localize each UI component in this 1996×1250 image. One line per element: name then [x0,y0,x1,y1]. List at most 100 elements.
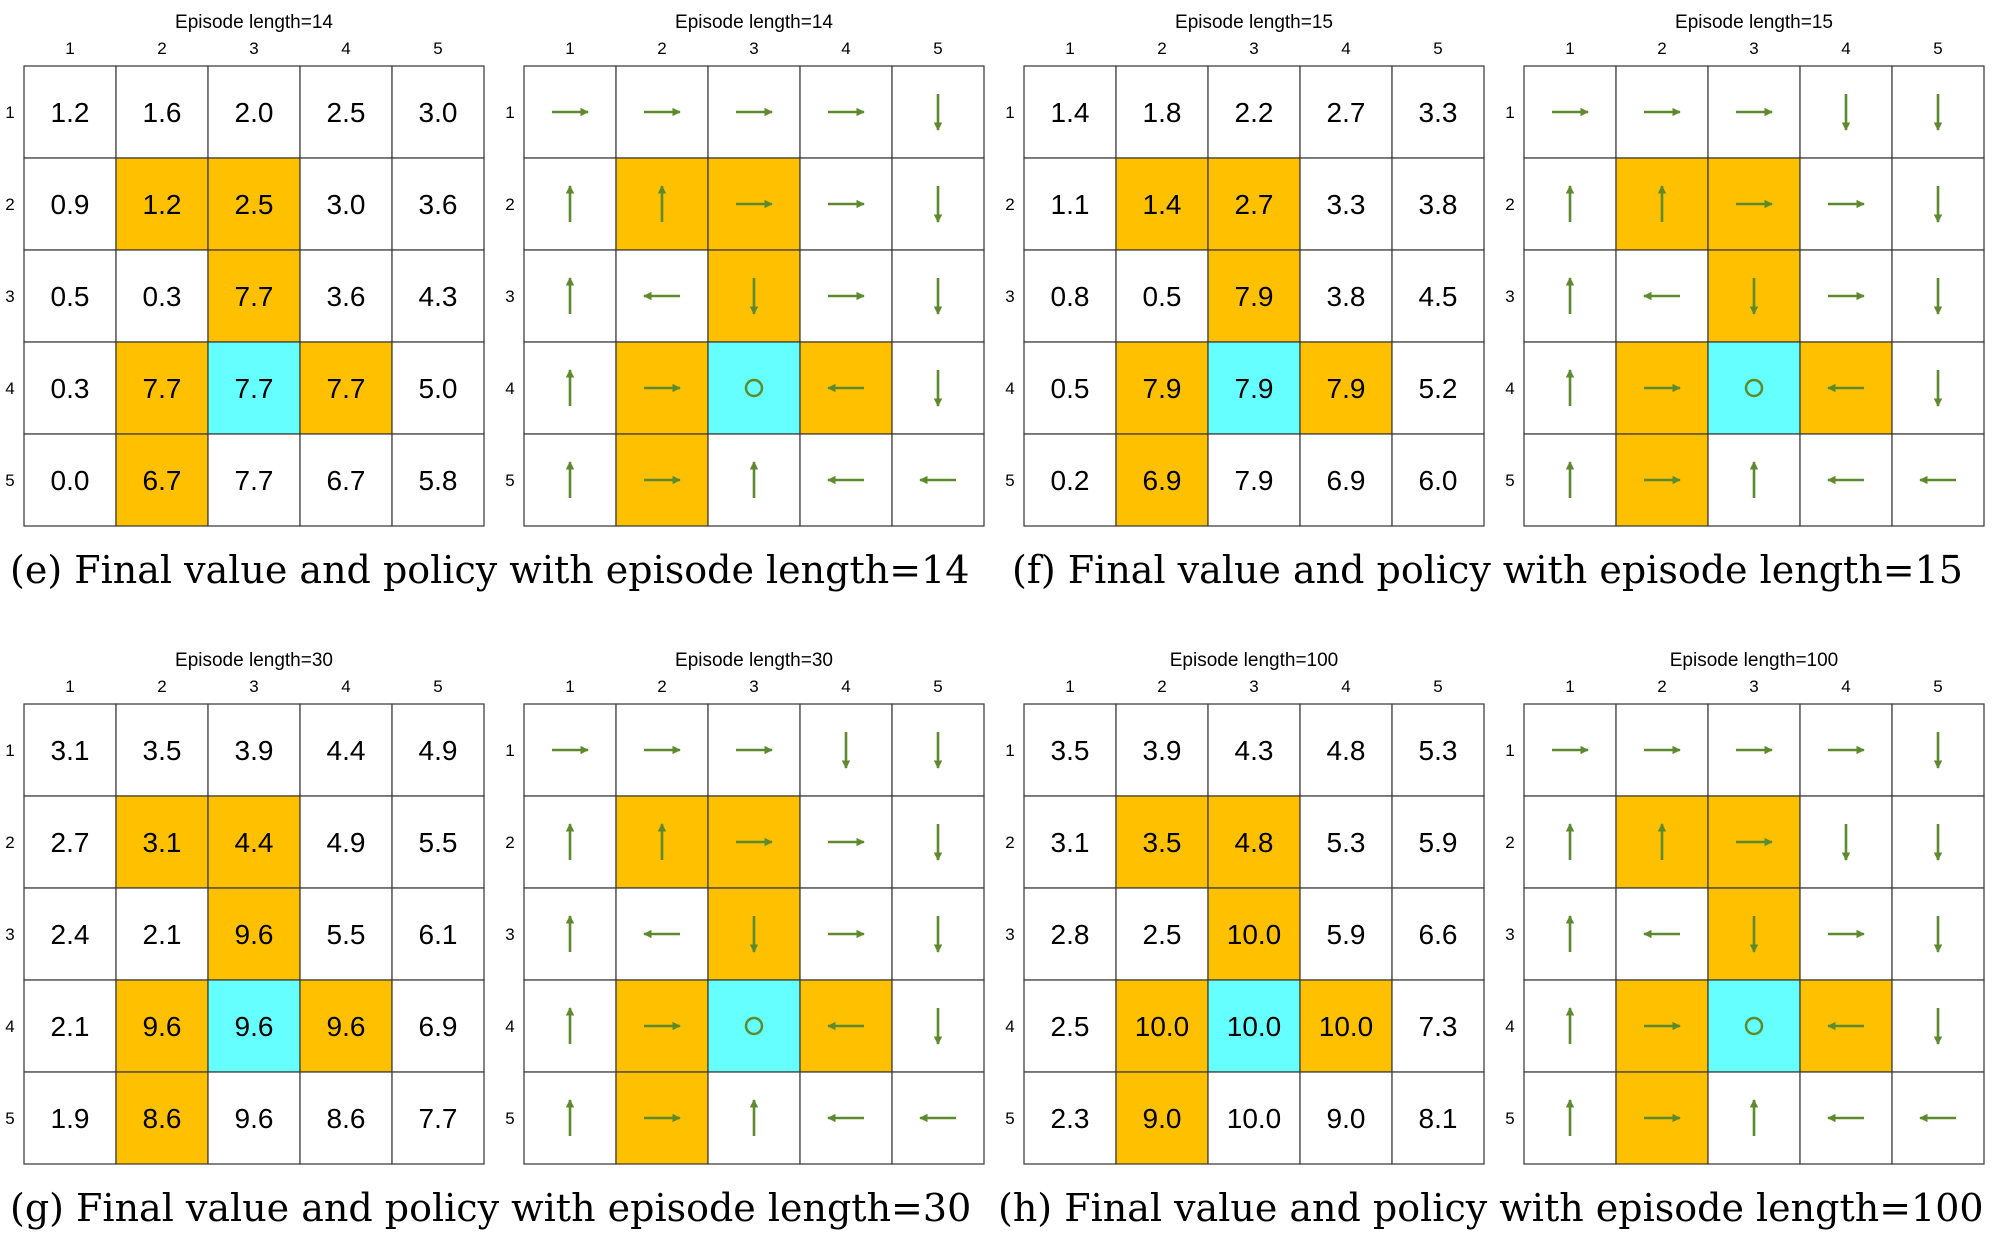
grid-cell-normal [391,157,485,251]
col-label: 3 [249,677,258,696]
state-value: 5.0 [419,373,458,404]
state-value: 6.0 [1419,465,1458,496]
grid-cell-normal [23,157,117,251]
grid-cell-forbidden [207,887,301,981]
grid-cell-forbidden [299,341,393,435]
state-value: 3.3 [1419,97,1458,128]
grid-cell-normal [299,703,393,797]
col-label: 2 [157,39,166,58]
policy-grid-g: Episode length=30 1 2 3 4 5 1 2 3 4 5 [505,650,985,1165]
state-value: 0.5 [1051,373,1090,404]
state-value: 0.0 [51,465,90,496]
grid-title: Episode length=100 [1670,650,1839,671]
state-value: 5.9 [1327,919,1366,950]
state-value: 7.9 [1235,281,1274,312]
grid-title: Episode length=30 [175,650,333,671]
state-value: 0.2 [1051,465,1090,496]
state-value: 6.7 [143,465,182,496]
state-value: 6.9 [1327,465,1366,496]
row-label: 5 [5,471,14,490]
grid-cell-forbidden [207,249,301,343]
grid-cell-forbidden [299,979,393,1073]
grid-cell-normal [23,795,117,889]
state-value: 4.3 [1235,735,1274,766]
state-value: 9.6 [235,919,274,950]
row-label: 1 [5,741,14,760]
state-value: 3.0 [327,189,366,220]
policy-grid-h: Episode length=100 1 2 3 4 5 1 2 3 4 5 [1505,650,1985,1165]
col-label: 3 [1249,677,1258,696]
value-grid-f: Episode length=15 1 2 3 4 5 1 2 3 4 5 1.4 1.8 2.2 2.7 3… [1005,12,1485,527]
state-value: 10.0 [1319,1011,1374,1042]
col-label: 2 [1657,677,1666,696]
caption-f: (f) Final value and policy with episode … [1012,548,1963,592]
stay-action-circle [1744,1016,1764,1036]
col-label: 2 [1157,39,1166,58]
state-value: 2.7 [1235,189,1274,220]
state-value: 2.1 [143,919,182,950]
col-label: 1 [1065,39,1074,58]
value-grid-e: Episode length=14 1 2 3 4 5 1 2 3 4 5 1.2 1.6 2.0 2.5 3… [5,12,485,527]
col-label: 3 [749,39,758,58]
col-label: 4 [841,677,850,696]
col-label: 1 [565,677,574,696]
row-label: 5 [1005,471,1014,490]
state-value: 5.5 [419,827,458,858]
state-value: 2.2 [1235,97,1274,128]
grid-cell-normal [1391,65,1485,159]
row-label: 5 [505,471,514,490]
row-label: 5 [1505,471,1514,490]
col-label: 2 [1157,677,1166,696]
state-value: 5.3 [1327,827,1366,858]
grid-cell-normal [391,341,485,435]
col-label: 5 [1933,39,1942,58]
grid-cell-target [1207,979,1301,1073]
grid-cell-normal [1207,1071,1301,1165]
state-value: 7.7 [235,281,274,312]
figure-g: Episode length=30 1 2 3 4 5 1 2 3 4 5 3.1 3.5 3.9 4.4 4… [5,650,985,1230]
row-label: 3 [5,925,14,944]
grid-cell-normal [391,1071,485,1165]
state-value: 4.4 [327,735,366,766]
grid-cell-normal [1023,795,1117,889]
grid-cell-normal [1023,433,1117,527]
row-label: 3 [505,287,514,306]
state-value: 1.2 [143,189,182,220]
grid-cell-normal [391,249,485,343]
grid-cell-normal [207,703,301,797]
grid-cell-forbidden [1799,979,1893,1073]
state-value: 7.7 [235,465,274,496]
grid-cell-forbidden [1115,795,1209,889]
grid-cell-target [207,979,301,1073]
grid-cell-normal [1391,249,1485,343]
state-value: 3.9 [1143,735,1182,766]
row-label: 5 [1005,1109,1014,1128]
row-label: 2 [5,833,14,852]
row-label: 3 [1505,925,1514,944]
grid-cell-forbidden [1299,341,1393,435]
row-label: 4 [1005,379,1014,398]
state-value: 2.5 [1051,1011,1090,1042]
row-label: 1 [5,103,14,122]
figure-f: Episode length=15 1 2 3 4 5 1 2 3 4 5 1.4 1.8 2.2 2.7 3… [1005,12,1985,592]
col-label: 3 [249,39,258,58]
state-value: 2.1 [51,1011,90,1042]
col-label: 4 [1841,677,1850,696]
row-label: 3 [505,925,514,944]
stay-action-circle [744,1016,764,1036]
policy-grid-f: Episode length=15 1 2 3 4 5 1 2 3 4 5 [1505,12,1985,527]
row-label: 4 [1505,379,1514,398]
col-label: 4 [1341,677,1350,696]
state-value: 0.5 [1143,281,1182,312]
state-value: 3.1 [51,735,90,766]
row-label: 4 [1005,1017,1014,1036]
grid-cell-normal [23,979,117,1073]
grid-cell-forbidden [1115,433,1209,527]
state-value: 7.9 [1235,373,1274,404]
grid-cell-forbidden [115,979,209,1073]
state-value: 9.6 [143,1011,182,1042]
col-label: 3 [1749,39,1758,58]
state-value: 8.6 [143,1103,182,1134]
state-value: 2.8 [1051,919,1090,950]
state-value: 3.5 [1143,827,1182,858]
